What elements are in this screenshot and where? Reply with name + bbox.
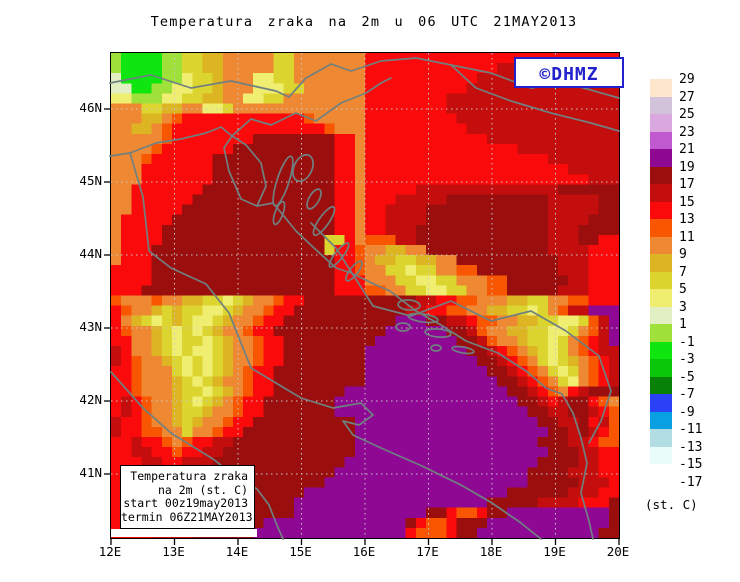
legend-color-box (650, 376, 672, 394)
legend-tick-label: 27 (679, 89, 695, 105)
lon-tick-label: 18E (479, 544, 503, 559)
lon-tick-label: 12E (98, 544, 122, 559)
lat-tick-label: 46N (79, 100, 102, 115)
legend-tick-label: 21 (679, 142, 695, 157)
info-box-line: termin 06Z21MAY2013 (121, 509, 253, 524)
legend-color-box (650, 446, 672, 464)
legend-color-box (650, 324, 672, 342)
legend-tick-label: 7 (679, 264, 687, 280)
legend-color-box (650, 429, 672, 447)
info-box-line: start 00z19may2013 (123, 496, 248, 510)
legend-color-box (650, 114, 672, 132)
info-box-margin (111, 529, 257, 537)
legend-tick-label: 17 (679, 177, 695, 192)
legend-color-box (650, 79, 672, 97)
border-hungary-croatia (450, 64, 620, 132)
axis-ticks (104, 108, 620, 545)
lon-tick-label: 14E (225, 544, 249, 559)
legend-color-box (650, 149, 672, 167)
legend-tick-label: 1 (679, 317, 687, 332)
legend-tick-label: 3 (679, 299, 687, 315)
lat-tick-label: 41N (79, 465, 102, 480)
lon-tick-label: 15E (289, 544, 312, 559)
lat-tick-label: 45N (79, 173, 102, 188)
legend-color-box (650, 394, 672, 412)
legend-color-box (650, 184, 672, 202)
page-title: Temperatura zraka na 2m u 06 UTC 21MAY20… (150, 14, 578, 30)
lat-tick-label: 42N (79, 392, 102, 407)
legend-tick-label: -1 (679, 334, 695, 350)
legend-color-box (650, 359, 672, 377)
legend-color-box (650, 166, 672, 184)
map-plot-area (104, 52, 620, 545)
legend-tick-label: -7 (679, 387, 695, 402)
legend-tick-label: 15 (679, 194, 695, 210)
legend-tick-label: 13 (679, 212, 695, 227)
lon-tick-label: 19E (543, 544, 566, 559)
legend-tick-label: 25 (679, 107, 695, 122)
islands (156, 153, 475, 510)
lat-tick-label: 44N (79, 246, 102, 261)
legend-color-box (650, 411, 672, 429)
legend-color-box (650, 464, 672, 482)
legend-color-box (650, 271, 672, 289)
dhmz-stamp: ©DHMZ (514, 57, 624, 88)
lat-tick-label: 43N (79, 319, 102, 334)
legend-tick-label: 23 (679, 124, 695, 140)
legend-tick-label: -13 (679, 439, 703, 455)
legend-tick-label: -15 (679, 457, 703, 472)
legend-color-box (650, 219, 672, 237)
legend-color-box (650, 131, 672, 149)
legend-units-label: (st. C) (645, 497, 698, 512)
legend-tick-label: 19 (679, 159, 695, 175)
border-bosnia (310, 222, 612, 444)
gridlines (111, 53, 619, 538)
border-slovenia-croatia (231, 77, 392, 137)
border-north (109, 57, 620, 99)
lon-tick-label: 17E (416, 544, 439, 559)
coastline-croatia (256, 202, 594, 540)
lon-tick-label: 20E (606, 544, 630, 559)
legend-color-box (650, 289, 672, 307)
coastline-italy-adriatic (129, 152, 542, 540)
coastline-north-adriatic (109, 126, 267, 207)
legend-color-box (650, 236, 672, 254)
legend-tick-label: 9 (679, 247, 687, 262)
legend-color-box (650, 201, 672, 219)
info-box: Temperatura zraka na 2m (st. C) start 00z1… (120, 465, 255, 529)
legend-color-box (650, 306, 672, 324)
legend-tick-label: -3 (679, 352, 695, 367)
legend-color-box (650, 254, 672, 272)
legend-tick-label: 11 (679, 229, 695, 245)
legend-tick-label: -5 (679, 369, 695, 385)
legend-color-box (650, 341, 672, 359)
legend-tick-label: 5 (679, 282, 687, 297)
legend-tick-label: -11 (679, 422, 703, 437)
legend-tick-label: -9 (679, 404, 695, 420)
info-box-line: Temperatura zraka (130, 469, 248, 483)
legend-tick-label: 29 (679, 72, 695, 87)
lon-tick-label: 13E (162, 544, 185, 559)
legend-color-box (650, 96, 672, 114)
legend-tick-label: -17 (679, 474, 703, 490)
lon-tick-label: 16E (352, 544, 376, 559)
info-box-line: na 2m (st. C) (157, 482, 248, 497)
